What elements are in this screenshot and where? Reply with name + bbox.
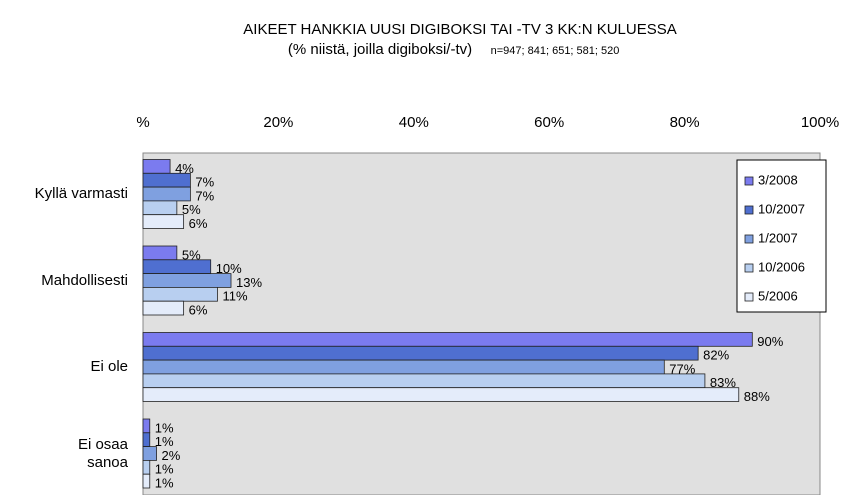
value-label: 1%	[155, 476, 174, 491]
value-label: 5%	[182, 247, 201, 262]
value-label: 77%	[669, 361, 695, 376]
chart-subtitle: (% niistä, joilla digiboksi/-tv)	[288, 41, 472, 58]
legend-swatch	[744, 234, 754, 244]
bar	[142, 172, 191, 188]
value-label: 2%	[162, 448, 181, 463]
bar	[142, 432, 151, 447]
value-label: 82%	[703, 348, 729, 363]
value-label: 4%	[175, 161, 194, 176]
x-tick-label: 100%	[801, 114, 839, 131]
legend-label: 1/2007	[758, 230, 798, 245]
value-label: 88%	[744, 389, 770, 404]
legend-label: 3/2008	[758, 172, 798, 187]
value-label: 6%	[189, 216, 208, 231]
bar	[142, 387, 740, 402]
x-tick-label: %	[136, 114, 149, 131]
legend-swatch	[744, 176, 754, 186]
value-label: 1%	[155, 420, 174, 435]
value-label: 5%	[182, 202, 201, 217]
legend-swatch	[744, 292, 754, 302]
y-tick-label: Ei ole	[90, 358, 128, 375]
bar	[142, 300, 185, 316]
y-tick-label: Kyllä varmasti	[34, 185, 128, 202]
plot-area	[142, 152, 821, 495]
bar	[142, 286, 218, 302]
bar	[142, 200, 178, 216]
legend-label: 10/2006	[758, 259, 805, 274]
y-tick-label: Mahdollisesti	[41, 271, 128, 289]
legend-swatch	[744, 205, 754, 215]
bar	[142, 214, 185, 229]
legend-swatch	[744, 263, 754, 273]
bar	[142, 273, 232, 288]
value-label: 1%	[155, 462, 174, 477]
bar	[142, 345, 699, 361]
bar	[142, 159, 171, 174]
bar	[142, 459, 151, 475]
legend-label: 10/2007	[758, 201, 805, 216]
chart-title: AIKEET HANKKIA UUSI DIGIBOKSI TAI -TV 3 …	[243, 21, 676, 38]
y-tick-label: Ei osaa sanoa	[77, 435, 128, 471]
value-label: 7%	[195, 175, 214, 190]
legend-label: 5/2006	[758, 288, 798, 303]
bar	[142, 259, 212, 274]
bar	[142, 186, 191, 202]
value-label: 7%	[195, 188, 214, 203]
x-tick-label: 80%	[670, 114, 700, 131]
x-tick-label: 40%	[399, 114, 429, 131]
sample-note: n=947; 841; 651; 581; 520	[491, 45, 620, 57]
bar	[142, 418, 151, 434]
x-tick-label: 20%	[263, 114, 293, 131]
bar	[142, 446, 157, 461]
bar	[142, 332, 753, 347]
bar	[142, 373, 706, 389]
bar	[142, 359, 665, 375]
value-label: 13%	[236, 275, 262, 290]
value-label: 1%	[155, 434, 174, 449]
value-label: 83%	[710, 375, 736, 390]
value-label: 90%	[757, 334, 783, 349]
x-tick-label: 60%	[534, 114, 564, 131]
value-label: 6%	[189, 303, 208, 318]
value-label: 11%	[222, 289, 247, 304]
bar	[142, 245, 178, 261]
bar	[142, 473, 151, 489]
value-label: 10%	[216, 261, 242, 276]
